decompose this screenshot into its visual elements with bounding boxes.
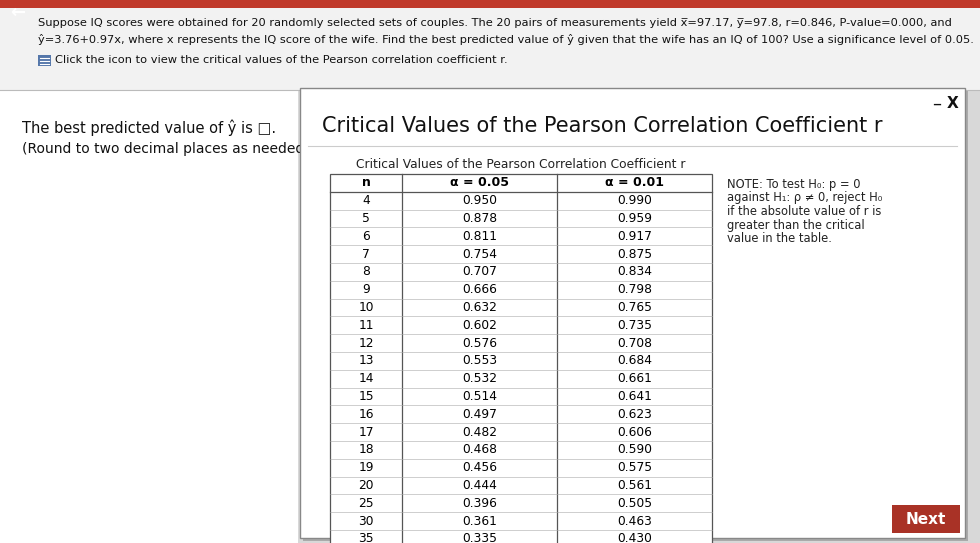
Text: –: – xyxy=(933,95,942,113)
Bar xyxy=(0,8,980,90)
Text: 5: 5 xyxy=(362,212,369,225)
Text: greater than the critical: greater than the critical xyxy=(727,218,864,231)
Bar xyxy=(300,88,965,538)
Text: 0.553: 0.553 xyxy=(462,355,497,368)
Text: 0.917: 0.917 xyxy=(617,230,652,243)
Text: 0.684: 0.684 xyxy=(617,355,652,368)
Text: α = 0.05: α = 0.05 xyxy=(450,176,509,190)
Text: 30: 30 xyxy=(359,515,373,528)
Text: if the absolute value of r is: if the absolute value of r is xyxy=(727,205,881,218)
Text: 0.811: 0.811 xyxy=(462,230,497,243)
Text: 19: 19 xyxy=(359,461,373,474)
Text: 0.765: 0.765 xyxy=(617,301,652,314)
Text: 13: 13 xyxy=(359,355,373,368)
Text: 0.632: 0.632 xyxy=(462,301,497,314)
Text: 0.335: 0.335 xyxy=(462,532,497,543)
Text: 8: 8 xyxy=(362,266,369,279)
Bar xyxy=(892,505,960,533)
Text: 0.623: 0.623 xyxy=(617,408,652,421)
Text: 12: 12 xyxy=(359,337,373,350)
Bar xyxy=(330,174,712,543)
Text: 0.575: 0.575 xyxy=(617,461,652,474)
Text: 10: 10 xyxy=(359,301,373,314)
Text: 15: 15 xyxy=(358,390,373,403)
Bar xyxy=(0,90,298,543)
Text: 0.602: 0.602 xyxy=(462,319,497,332)
Text: Critical Values of the Pearson Correlation Coefficient r: Critical Values of the Pearson Correlati… xyxy=(322,116,883,136)
Text: 18: 18 xyxy=(358,444,373,457)
Text: 0.505: 0.505 xyxy=(617,497,652,510)
Text: Click the icon to view the critical values of the Pearson correlation coefficien: Click the icon to view the critical valu… xyxy=(55,55,508,65)
Text: 0.561: 0.561 xyxy=(617,479,652,492)
Text: value in the table.: value in the table. xyxy=(727,232,832,245)
Text: 9: 9 xyxy=(363,283,369,296)
Text: 0.990: 0.990 xyxy=(617,194,652,207)
Text: 0.396: 0.396 xyxy=(462,497,497,510)
Text: 0.444: 0.444 xyxy=(462,479,497,492)
Text: 11: 11 xyxy=(359,319,373,332)
Text: The best predicted value of ŷ is □.: The best predicted value of ŷ is □. xyxy=(22,120,276,136)
Text: 0.606: 0.606 xyxy=(617,426,652,439)
Text: 0.754: 0.754 xyxy=(462,248,497,261)
Text: 0.798: 0.798 xyxy=(617,283,652,296)
Text: 17: 17 xyxy=(359,426,373,439)
Text: 0.666: 0.666 xyxy=(462,283,497,296)
Text: 0.430: 0.430 xyxy=(617,532,652,543)
Text: 4: 4 xyxy=(363,194,369,207)
Text: α = 0.01: α = 0.01 xyxy=(605,176,664,190)
Text: Next: Next xyxy=(906,512,946,527)
Bar xyxy=(38,55,51,66)
Text: 0.482: 0.482 xyxy=(462,426,497,439)
Text: 0.707: 0.707 xyxy=(462,266,497,279)
Text: (Round to two decimal places as needed.): (Round to two decimal places as needed.) xyxy=(22,142,314,156)
Text: 0.514: 0.514 xyxy=(462,390,497,403)
Text: 0.468: 0.468 xyxy=(462,444,497,457)
Text: against H₁: ρ ≠ 0, reject H₀: against H₁: ρ ≠ 0, reject H₀ xyxy=(727,192,882,205)
Text: ←: ← xyxy=(11,4,25,22)
Text: X: X xyxy=(947,97,958,111)
Text: 14: 14 xyxy=(359,372,373,385)
Text: 0.708: 0.708 xyxy=(617,337,652,350)
Text: 0.641: 0.641 xyxy=(617,390,652,403)
Bar xyxy=(303,91,968,541)
Text: 0.834: 0.834 xyxy=(617,266,652,279)
Text: 0.576: 0.576 xyxy=(462,337,497,350)
Text: 0.361: 0.361 xyxy=(462,515,497,528)
Text: 20: 20 xyxy=(359,479,373,492)
Text: 0.661: 0.661 xyxy=(617,372,652,385)
Text: NOTE: To test H₀: p = 0: NOTE: To test H₀: p = 0 xyxy=(727,178,860,191)
Text: 0.959: 0.959 xyxy=(617,212,652,225)
Text: Critical Values of the Pearson Correlation Coefficient r: Critical Values of the Pearson Correlati… xyxy=(357,159,686,172)
Text: 16: 16 xyxy=(359,408,373,421)
Text: 0.456: 0.456 xyxy=(462,461,497,474)
Text: 0.590: 0.590 xyxy=(617,444,652,457)
Bar xyxy=(0,0,980,8)
Text: 6: 6 xyxy=(363,230,369,243)
Text: 25: 25 xyxy=(358,497,373,510)
Text: 0.875: 0.875 xyxy=(617,248,652,261)
Text: 0.532: 0.532 xyxy=(462,372,497,385)
Text: 0.878: 0.878 xyxy=(462,212,497,225)
Text: 35: 35 xyxy=(358,532,373,543)
Text: Suppose IQ scores were obtained for 20 randomly selected sets of couples. The 20: Suppose IQ scores were obtained for 20 r… xyxy=(38,18,952,28)
Text: 7: 7 xyxy=(363,248,369,261)
Text: 0.735: 0.735 xyxy=(617,319,652,332)
Text: 0.497: 0.497 xyxy=(462,408,497,421)
Text: 0.950: 0.950 xyxy=(462,194,497,207)
Text: n: n xyxy=(362,176,370,190)
Text: ŷ=3.76+0.97x, where x represents the IQ score of the wife. Find the best predict: ŷ=3.76+0.97x, where x represents the IQ … xyxy=(38,34,974,45)
Text: 0.463: 0.463 xyxy=(617,515,652,528)
